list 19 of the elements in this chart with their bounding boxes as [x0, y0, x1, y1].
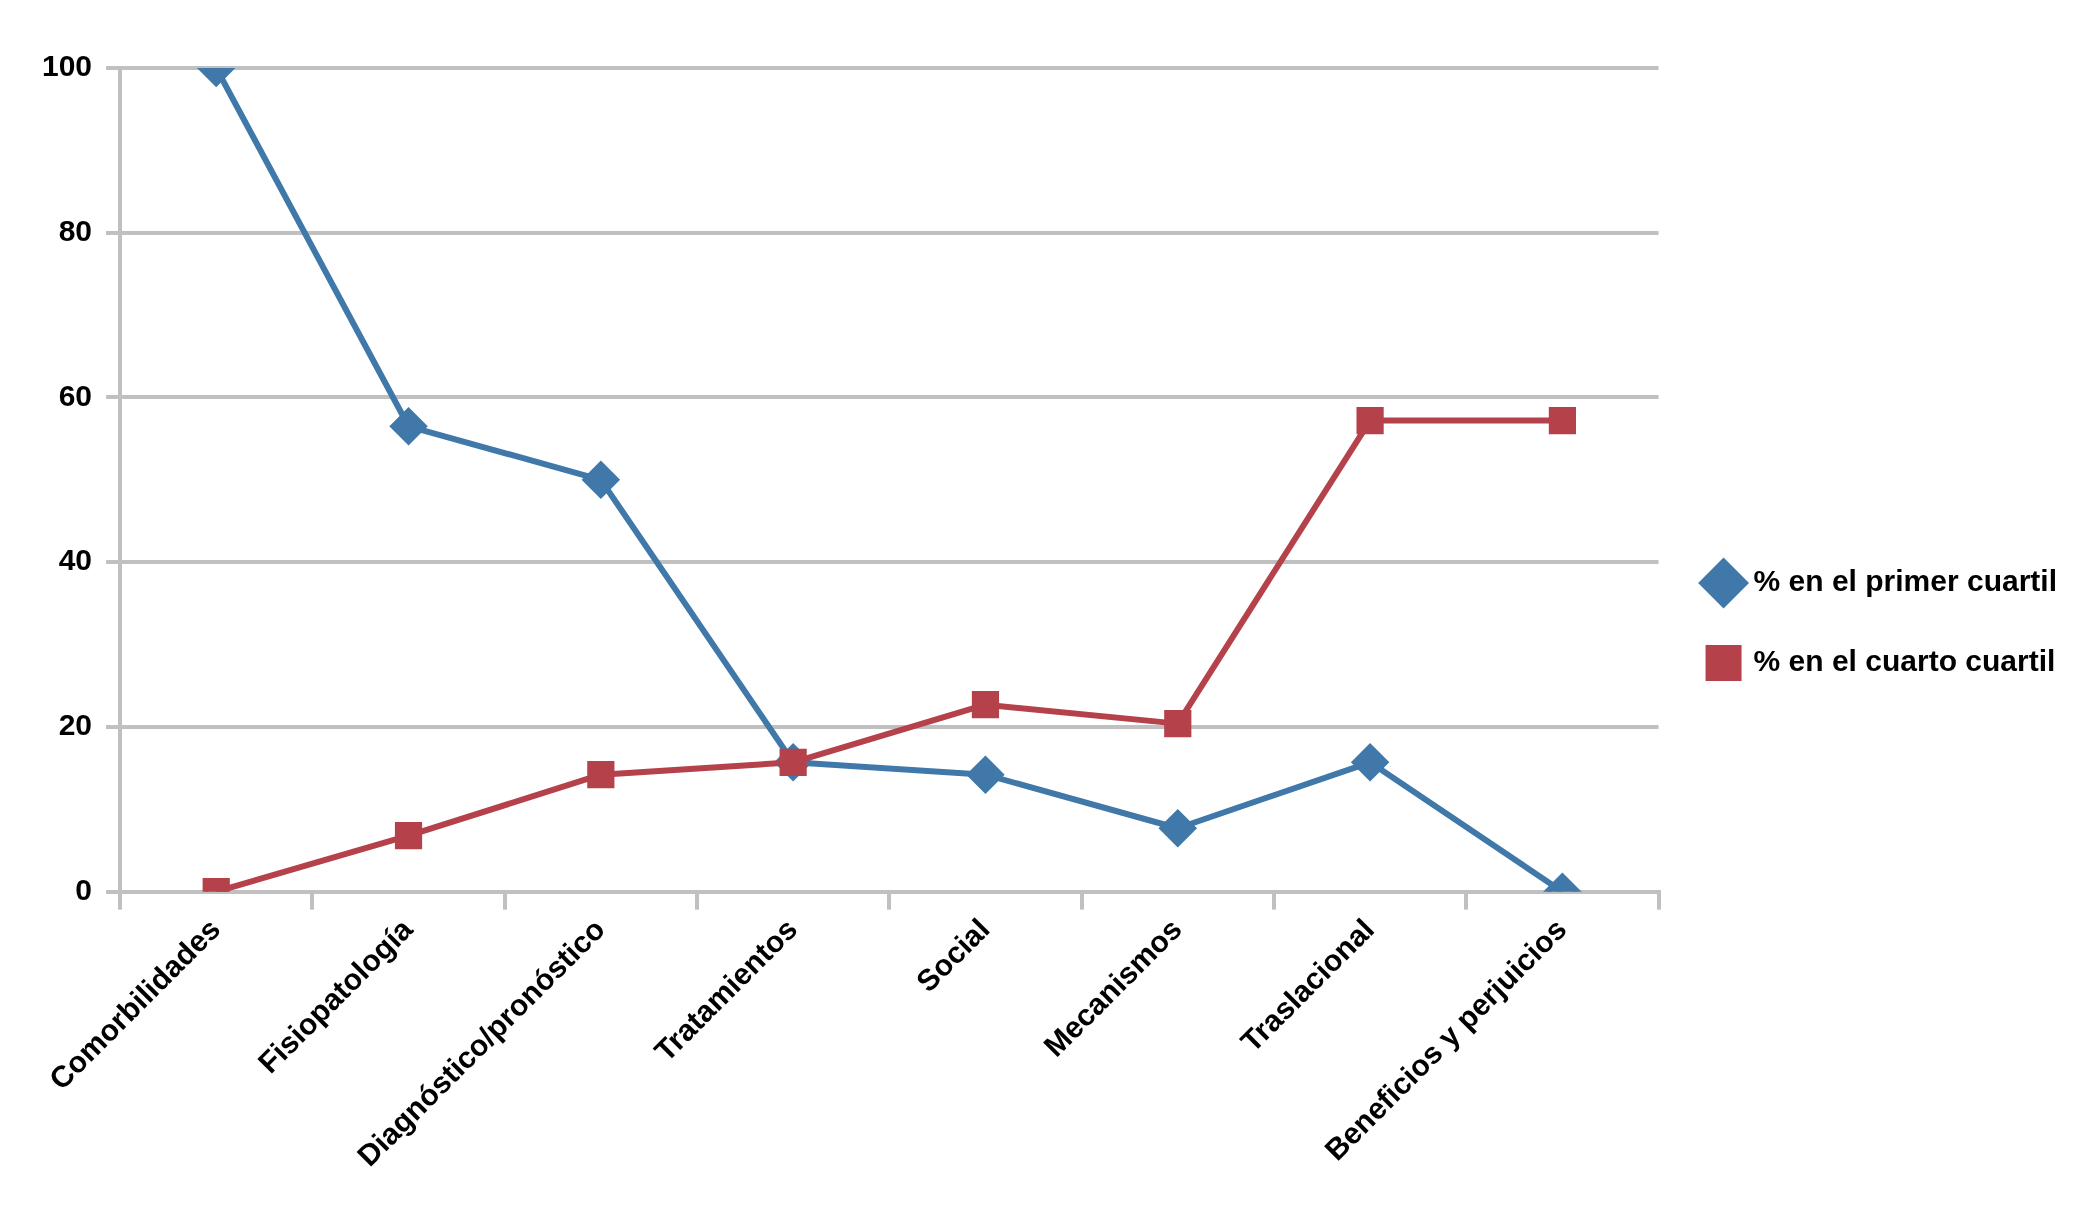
y-tick-label: 60: [58, 378, 93, 412]
point: [967, 756, 1004, 793]
point: [1356, 406, 1384, 435]
y-tick-label: 100: [41, 49, 93, 83]
point: [1159, 810, 1196, 847]
y-tick-label: 20: [58, 708, 93, 742]
y-tick-label: 40: [58, 543, 93, 577]
legend-label: % en el cuarto cuartil: [1753, 644, 2056, 678]
point: [1352, 744, 1389, 781]
y-tick-label: 0: [75, 872, 93, 906]
point: [971, 691, 1000, 719]
point: [390, 408, 427, 445]
legend-label: % en el primer cuartil: [1753, 564, 2058, 598]
point: [1548, 406, 1577, 435]
y-tick-label: 80: [58, 214, 93, 247]
point: [1164, 710, 1192, 738]
point: [582, 461, 619, 498]
point: [587, 761, 615, 789]
point: [394, 822, 423, 850]
